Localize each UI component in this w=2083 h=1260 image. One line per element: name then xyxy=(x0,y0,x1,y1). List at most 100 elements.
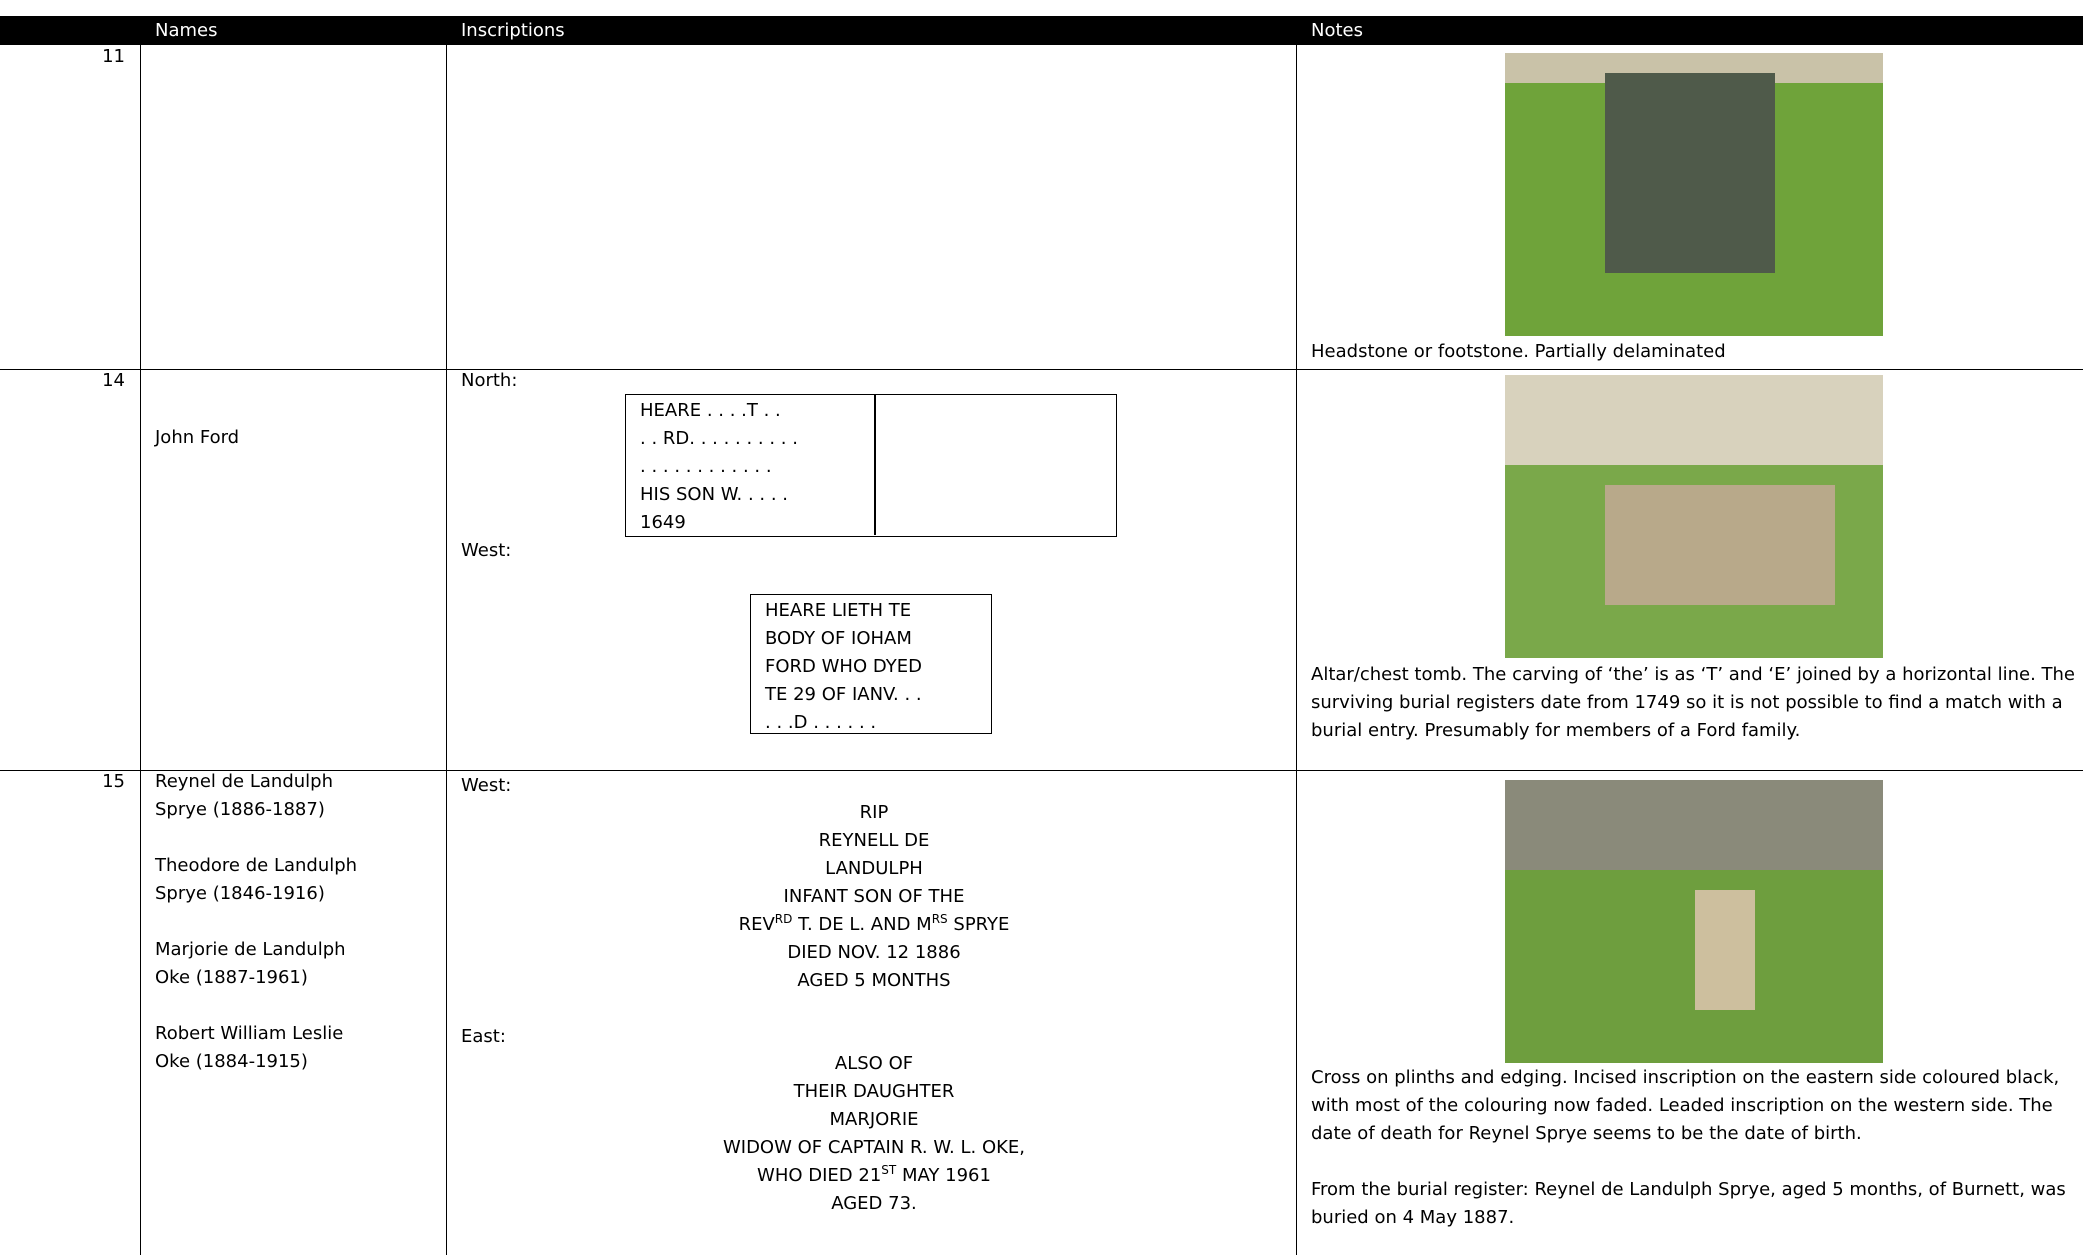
photo-wall xyxy=(1505,780,1883,870)
name-line: Oke (1884-1915) xyxy=(155,1051,308,1072)
inscription-label: East: xyxy=(461,1026,506,1047)
superscript: RD xyxy=(774,912,793,926)
inscription-line: . . . . . . . . . . . . xyxy=(640,453,798,481)
photo-wall xyxy=(1505,375,1883,465)
text: ALSO OF xyxy=(834,1053,914,1074)
superscript: RS xyxy=(931,912,948,926)
inscription-line: REVRD T. DE L. AND MRS SPRYE xyxy=(461,911,1287,939)
inscription-line: FORD WHO DYED xyxy=(765,653,922,681)
inscription-line: 1649 xyxy=(640,509,798,537)
text: REV xyxy=(738,914,775,935)
inscription-line: WHO DIED 21ST MAY 1961 xyxy=(461,1162,1287,1190)
superscript: ST xyxy=(881,1163,897,1177)
text: HIS SON W. . . . . xyxy=(640,484,788,505)
text: MARJORIE xyxy=(829,1109,919,1130)
photo xyxy=(1505,375,1883,658)
text: LANDULPH xyxy=(825,858,923,879)
text: SPRYE xyxy=(947,914,1010,935)
inscription-line: . . RD. . . . . . . . . . xyxy=(640,425,798,453)
row-number: 11 xyxy=(102,46,125,67)
name-entry: Marjorie de Landulph Oke (1887-1961) xyxy=(155,936,435,992)
inscription-line: AGED 73. xyxy=(461,1190,1287,1218)
inscription-line: THEIR DAUGHTER xyxy=(461,1078,1287,1106)
text: . . .D . . . . . . xyxy=(765,712,877,733)
text: FORD WHO DYED xyxy=(765,656,922,677)
name-entry: Reynel de Landulph Sprye (1886-1887) xyxy=(155,768,435,824)
name-line: John Ford xyxy=(155,427,240,448)
text: THEIR DAUGHTER xyxy=(793,1081,955,1102)
inscription-block: ALSO OF THEIR DAUGHTER MARJORIE WIDOW OF CA… xyxy=(461,1050,1287,1218)
text: WHO DIED 21 xyxy=(757,1165,882,1186)
inscription-line: HIS SON W. . . . . xyxy=(640,481,798,509)
inscription-line: LANDULPH xyxy=(461,855,1287,883)
text: HEARE . . . .T . . xyxy=(640,400,781,421)
name-entry: John Ford xyxy=(155,424,435,452)
inscription-line: MARJORIE xyxy=(461,1106,1287,1134)
inscription-box: HEARE . . . .T . . . . RD. . . . . . . . … xyxy=(625,394,1117,537)
names: John Ford xyxy=(155,424,435,480)
text: AGED 5 MONTHS xyxy=(797,970,951,991)
text: RIP xyxy=(859,802,889,823)
row-number: 14 xyxy=(102,370,125,391)
note: From the burial register: Reynel de Land… xyxy=(1311,1179,2066,1228)
column-header: Notes xyxy=(1311,20,1363,41)
text: 1649 xyxy=(640,512,686,533)
name-line: Theodore de Landulph xyxy=(155,855,358,876)
column-header: Inscriptions xyxy=(461,20,565,41)
row-divider xyxy=(0,770,2083,771)
column-divider xyxy=(1296,45,1297,1255)
name-line: Reynel de Landulph xyxy=(155,771,333,792)
photo-stone xyxy=(1695,890,1755,1010)
inscription-line: HEARE LIETH TE xyxy=(765,597,922,625)
text: HEARE LIETH TE xyxy=(765,600,912,621)
notes: Headstone or footstone. Partially delami… xyxy=(1311,338,2076,394)
names: Reynel de Landulph Sprye (1886-1887) Theod… xyxy=(155,768,435,1104)
name-line: Marjorie de Landulph xyxy=(155,939,346,960)
text: . . . . . . . . . . . . xyxy=(640,456,772,477)
text: . . RD. . . . . . . . . . xyxy=(640,428,798,449)
text: T. DE L. AND M xyxy=(792,914,932,935)
inscription-label: West: xyxy=(461,540,512,561)
column-header: Names xyxy=(155,20,218,41)
box-cell: HEARE LIETH TE BODY OF IOHAM FORD WHO DYED… xyxy=(765,597,922,737)
text: INFANT SON OF THE xyxy=(783,886,965,907)
inscription-box: HEARE LIETH TE BODY OF IOHAM FORD WHO DYED… xyxy=(750,594,992,734)
inscription-line: WIDOW OF CAPTAIN R. W. L. OKE, xyxy=(461,1134,1287,1162)
text: BODY OF IOHAM xyxy=(765,628,912,649)
note: Headstone or footstone. Partially delami… xyxy=(1311,341,1726,362)
inscription-line: DIED NOV. 12 1886 xyxy=(461,939,1287,967)
notes: Altar/chest tomb. The carving of ‘the’ i… xyxy=(1311,661,2076,773)
photo-stone xyxy=(1605,73,1775,273)
box-cell: HEARE . . . .T . . . . RD. . . . . . . . … xyxy=(640,397,798,537)
text: AGED 73. xyxy=(831,1193,917,1214)
inscription-line: . . .D . . . . . . xyxy=(765,709,922,737)
header-bar xyxy=(0,16,2083,45)
inscription-line: ALSO OF xyxy=(461,1050,1287,1078)
row-number: 15 xyxy=(102,771,125,792)
photo xyxy=(1505,53,1883,336)
inscription-line: BODY OF IOHAM xyxy=(765,625,922,653)
text: TE 29 OF IANV. . . xyxy=(765,684,922,705)
inscription-label: North: xyxy=(461,370,518,391)
text: MAY 1961 xyxy=(896,1165,991,1186)
note: Altar/chest tomb. The carving of ‘the’ i… xyxy=(1311,664,2076,741)
inscription-block: RIP REYNELL DE LANDULPH INFANT SON OF THE RE… xyxy=(461,799,1287,995)
text: WIDOW OF CAPTAIN R. W. L. OKE, xyxy=(722,1137,1026,1158)
name-entry: Theodore de Landulph Sprye (1846-1916) xyxy=(155,852,435,908)
name-entry: Robert William Leslie Oke (1884-1915) xyxy=(155,1020,435,1076)
name-line: Sprye (1846-1916) xyxy=(155,883,325,904)
box-divider xyxy=(874,395,876,535)
name-line: Robert William Leslie xyxy=(155,1023,344,1044)
inscription-label: West: xyxy=(461,775,512,796)
column-divider xyxy=(140,45,141,1255)
inscription-line: INFANT SON OF THE xyxy=(461,883,1287,911)
note: Cross on plinths and edging. Incised ins… xyxy=(1311,1067,2060,1144)
photo-stone xyxy=(1605,485,1835,605)
text: REYNELL DE xyxy=(818,830,930,851)
name-line: Oke (1887-1961) xyxy=(155,967,308,988)
inscription-line: RIP xyxy=(461,799,1287,827)
inscription-line: REYNELL DE xyxy=(461,827,1287,855)
inscription-line: HEARE . . . .T . . xyxy=(640,397,798,425)
inscription-line: TE 29 OF IANV. . . xyxy=(765,681,922,709)
